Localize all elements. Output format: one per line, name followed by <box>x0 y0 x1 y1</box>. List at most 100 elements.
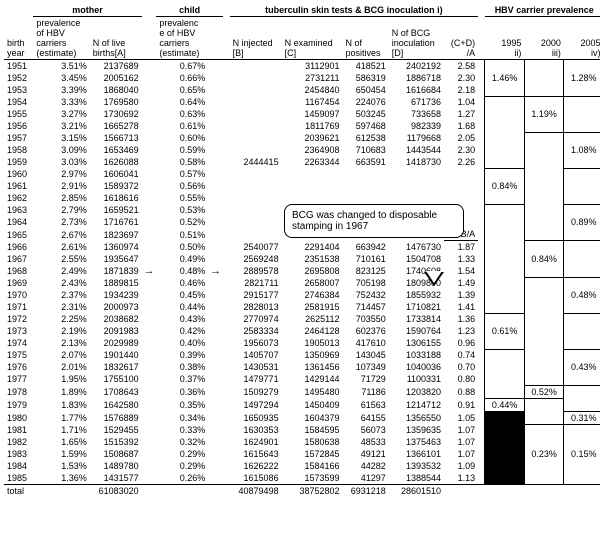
table-cell: 1.07 <box>444 448 478 460</box>
table-cell: 1.36 <box>444 313 478 325</box>
table-cell: 0.33% <box>156 424 208 436</box>
table-cell <box>208 253 223 265</box>
table-cell: 2.55% <box>33 253 89 265</box>
table-cell: 1.68 <box>444 120 478 132</box>
table-cell <box>478 265 485 277</box>
table-cell: 1624901 <box>230 436 282 448</box>
table-cell: 1980 <box>4 411 33 424</box>
table-cell <box>478 144 485 156</box>
table-cell: 0.58% <box>156 156 208 168</box>
table-cell: 1626088 <box>90 156 142 168</box>
table-cell: 1957 <box>4 132 33 144</box>
table-cell <box>444 168 478 180</box>
total-cell <box>564 485 600 498</box>
table-cell: 224076 <box>343 96 389 108</box>
table-cell <box>142 472 157 485</box>
table-cell: 49121 <box>343 448 389 460</box>
table-cell <box>142 132 157 144</box>
table-cell: 1983 <box>4 448 33 460</box>
table-cell: 3.33% <box>33 96 89 108</box>
table-cell: 1710821 <box>389 301 444 313</box>
table-cell <box>208 385 223 398</box>
table-cell: 1479771 <box>230 373 282 385</box>
table-cell <box>230 144 282 156</box>
table-cell <box>478 60 485 73</box>
table-cell: 733658 <box>389 108 444 120</box>
table-cell: 1961 <box>4 180 33 192</box>
total-cell <box>485 485 524 498</box>
table-cell: 1.07 <box>444 424 478 436</box>
table-cell: 2.30 <box>444 72 478 84</box>
table-cell <box>223 204 230 216</box>
table-cell: 0.45% <box>156 289 208 301</box>
table-cell: 0.51% <box>156 228 208 241</box>
table-cell <box>478 373 485 385</box>
table-cell <box>208 373 223 385</box>
table-cell: 0.35% <box>156 398 208 411</box>
table-cell: 3.03% <box>33 156 89 168</box>
table-cell: 1450409 <box>282 398 343 411</box>
table-cell <box>208 216 223 228</box>
table-cell: 1515392 <box>90 436 142 448</box>
table-row: 19632.79%16595210.53%0.89% <box>4 204 600 216</box>
table-cell: 1584166 <box>282 460 343 472</box>
table-cell <box>142 277 157 289</box>
table-cell: 710683 <box>343 144 389 156</box>
table-cell <box>478 411 485 424</box>
total-cell <box>444 485 478 498</box>
table-cell: 671736 <box>389 96 444 108</box>
table-cell <box>223 216 230 228</box>
table-cell <box>230 180 282 192</box>
table-row: 19543.33%17695800.64%1167454224076671736… <box>4 96 600 108</box>
table-cell: 1529455 <box>90 424 142 436</box>
hbv-cell: 0.23% <box>524 424 563 485</box>
table-cell <box>444 216 478 228</box>
table-cell <box>142 60 157 73</box>
table-cell: 2821711 <box>230 277 282 289</box>
table-cell <box>478 337 485 349</box>
table-cell <box>208 108 223 120</box>
table-cell <box>478 168 485 180</box>
column-header: birthyear <box>4 17 33 60</box>
table-cell: 1959 <box>4 156 33 168</box>
total-row: total61083020408794983875280269312182860… <box>4 485 600 498</box>
table-cell: 1971 <box>4 301 33 313</box>
table-cell <box>223 448 230 460</box>
table-cell <box>230 84 282 96</box>
table-cell: 2.01% <box>33 361 89 373</box>
table-cell <box>343 228 389 241</box>
hbv-cell: 0.48% <box>564 277 600 313</box>
table-cell: 1.54 <box>444 265 478 277</box>
table-cell: 1665278 <box>90 120 142 132</box>
table-cell: 1855932 <box>389 289 444 301</box>
table-cell: 1951 <box>4 60 33 73</box>
table-cell: 1375463 <box>389 436 444 448</box>
table-cell <box>142 253 157 265</box>
table-cell: 2.37% <box>33 289 89 301</box>
table-cell: 1590764 <box>389 325 444 337</box>
table-cell: 663591 <box>343 156 389 168</box>
table-cell: 1033188 <box>389 349 444 361</box>
table-cell: 1203820 <box>389 385 444 398</box>
table-cell: 586319 <box>343 72 389 84</box>
table-cell: 1431577 <box>90 472 142 485</box>
table-cell: 1968 <box>4 265 33 277</box>
table-cell <box>142 204 157 216</box>
table-cell <box>142 424 157 436</box>
table-row: 19602.97%16060410.57%0.84% <box>4 168 600 180</box>
table-cell: 3.39% <box>33 84 89 96</box>
table-cell: 0.38% <box>156 361 208 373</box>
table-cell: 1954 <box>4 96 33 108</box>
table-cell <box>478 108 485 120</box>
table-cell: 1960 <box>4 168 33 180</box>
column-header: (C+D)/A <box>444 17 478 60</box>
table-cell: 1509279 <box>230 385 282 398</box>
table-cell <box>282 204 343 216</box>
table-cell: 705198 <box>343 277 389 289</box>
total-cell <box>33 485 89 498</box>
table-cell: → <box>208 265 223 277</box>
table-cell: 1495480 <box>282 385 343 398</box>
table-cell: 2.05 <box>444 132 478 144</box>
table-cell: 823125 <box>343 265 389 277</box>
table-cell: 0.36% <box>156 385 208 398</box>
